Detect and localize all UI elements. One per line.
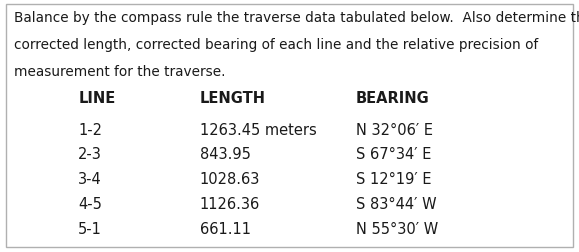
Text: S 67°34′ E: S 67°34′ E (356, 147, 431, 162)
Text: 3-4: 3-4 (78, 172, 102, 186)
Text: measurement for the traverse.: measurement for the traverse. (14, 64, 226, 78)
Text: S 83°44′ W: S 83°44′ W (356, 196, 437, 211)
Text: 4-5: 4-5 (78, 196, 102, 211)
Text: corrected length, corrected bearing of each line and the relative precision of: corrected length, corrected bearing of e… (14, 38, 538, 52)
Text: LENGTH: LENGTH (200, 91, 266, 106)
Text: N 32°06′ E: N 32°06′ E (356, 122, 433, 137)
Text: Balance by the compass rule the traverse data tabulated below.  Also determine t: Balance by the compass rule the traverse… (14, 11, 579, 25)
Text: 1-2: 1-2 (78, 122, 102, 137)
Text: 843.95: 843.95 (200, 147, 251, 162)
Text: 2-3: 2-3 (78, 147, 102, 162)
Text: 661.11: 661.11 (200, 221, 251, 236)
Text: 1028.63: 1028.63 (200, 172, 260, 186)
Text: N 55°30′ W: N 55°30′ W (356, 221, 438, 236)
Text: BEARING: BEARING (356, 91, 430, 106)
Text: 1263.45 meters: 1263.45 meters (200, 122, 317, 137)
FancyBboxPatch shape (6, 5, 573, 247)
Text: 5-1: 5-1 (78, 221, 102, 236)
Text: 1126.36: 1126.36 (200, 196, 260, 211)
Text: S 12°19′ E: S 12°19′ E (356, 172, 431, 186)
Text: LINE: LINE (78, 91, 115, 106)
